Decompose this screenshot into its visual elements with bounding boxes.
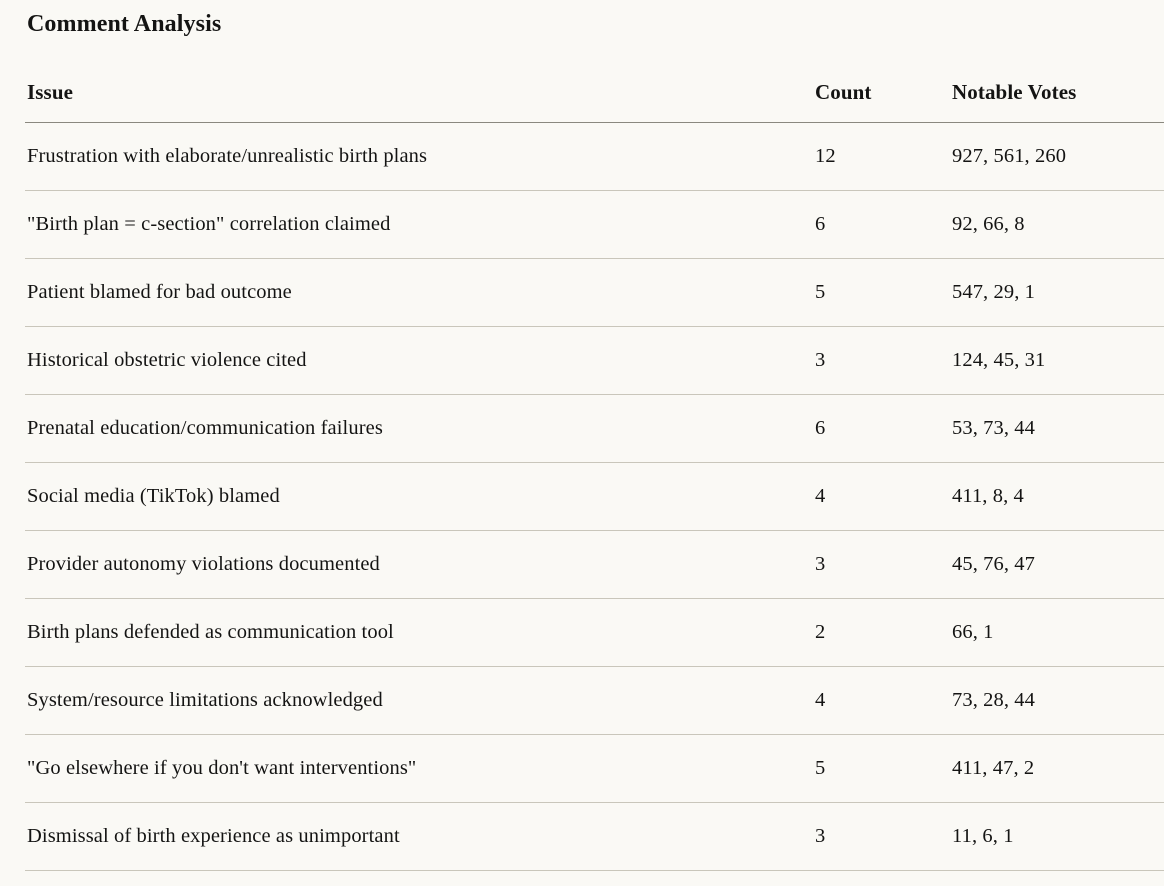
issue-cell: Social media (TikTok) blamed <box>25 462 813 531</box>
column-header-issue: Issue <box>25 40 813 123</box>
issue-cell: "Go elsewhere if you don't want interven… <box>25 734 813 803</box>
table-row: "Birth plan = c-section" correlation cla… <box>25 190 1164 259</box>
votes-cell: 124, 45, 31 <box>950 326 1164 395</box>
votes-cell: 53, 73, 44 <box>950 394 1164 463</box>
count-cell: 4 <box>813 666 950 735</box>
table-row: Patient blamed for bad outcome 5 547, 29, … <box>25 258 1164 327</box>
votes-cell: 45, 76, 47 <box>950 530 1164 599</box>
count-cell: 6 <box>813 394 950 463</box>
issue-cell: Provider autonomy violations documented <box>25 530 813 599</box>
votes-cell: 11, 6, 1 <box>950 802 1164 871</box>
page-title: Comment Analysis <box>27 11 222 37</box>
count-cell: 2 <box>813 598 950 667</box>
votes-cell: 73, 28, 44 <box>950 666 1164 735</box>
issue-cell: Patient blamed for bad outcome <box>25 258 813 327</box>
header-row: Issue Count Notable Votes <box>25 40 1164 123</box>
table-row: Birth plans defended as communication to… <box>25 598 1164 667</box>
issue-cell: Prenatal education/communication failure… <box>25 394 813 463</box>
table-row: Historical obstetric violence cited 3 124,… <box>25 326 1164 395</box>
count-cell: 6 <box>813 190 950 259</box>
issue-cell: Birth plans defended as communication to… <box>25 598 813 667</box>
votes-cell: 66, 1 <box>950 598 1164 667</box>
table-body: Frustration with elaborate/unrealistic b… <box>25 122 1164 871</box>
table-row: Dismissal of birth experience as unimpor… <box>25 802 1164 871</box>
column-header-votes: Notable Votes <box>950 40 1164 123</box>
table-row: Provider autonomy violations documented 3… <box>25 530 1164 599</box>
table-row: Frustration with elaborate/unrealistic b… <box>25 122 1164 191</box>
votes-cell: 92, 66, 8 <box>950 190 1164 259</box>
count-cell: 5 <box>813 734 950 803</box>
votes-cell: 411, 47, 2 <box>950 734 1164 803</box>
issue-cell: System/resource limitations acknowledged <box>25 666 813 735</box>
issue-cell: "Birth plan = c-section" correlation cla… <box>25 190 813 259</box>
votes-cell: 927, 561, 260 <box>950 122 1164 191</box>
count-cell: 12 <box>813 122 950 191</box>
count-cell: 5 <box>813 258 950 327</box>
count-cell: 4 <box>813 462 950 531</box>
count-cell: 3 <box>813 530 950 599</box>
votes-cell: 411, 8, 4 <box>950 462 1164 531</box>
issue-cell: Historical obstetric violence cited <box>25 326 813 395</box>
votes-cell: 547, 29, 1 <box>950 258 1164 327</box>
issue-cell: Dismissal of birth experience as unimpor… <box>25 802 813 871</box>
table-row: "Go elsewhere if you don't want interven… <box>25 734 1164 803</box>
count-cell: 3 <box>813 326 950 395</box>
issue-cell: Frustration with elaborate/unrealistic b… <box>25 122 813 191</box>
column-header-count: Count <box>813 40 950 123</box>
table-row: System/resource limitations acknowledged… <box>25 666 1164 735</box>
table-row: Prenatal education/communication failure… <box>25 394 1164 463</box>
count-cell: 3 <box>813 802 950 871</box>
comment-analysis-table: Issue Count Notable Votes Frustration wi… <box>25 40 1164 871</box>
table-row: Social media (TikTok) blamed 4 411, 8, 4 <box>25 462 1164 531</box>
